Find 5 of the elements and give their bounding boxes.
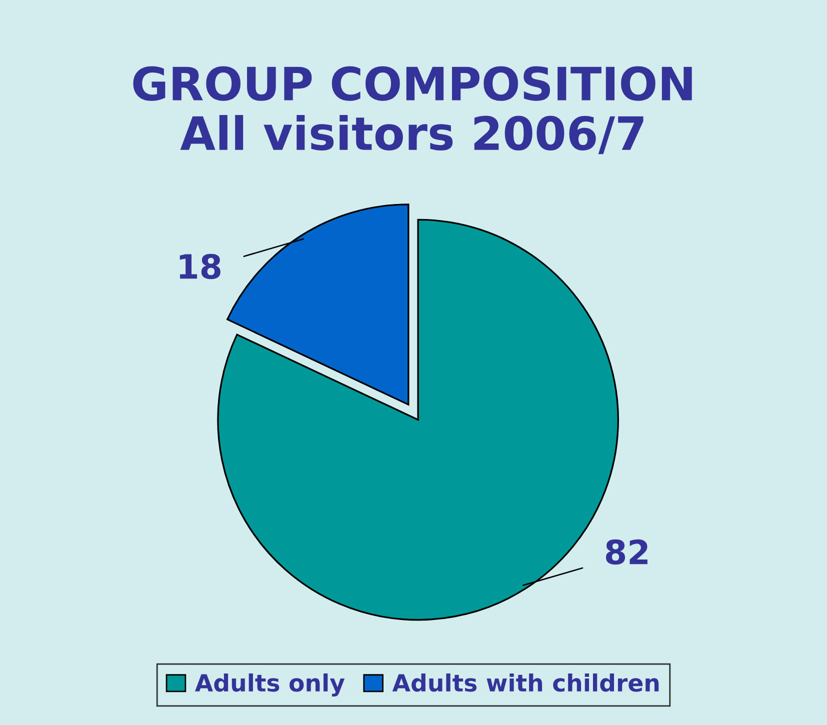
chart-title: GROUP COMPOSITION All visitors 2006/7 — [133, 66, 692, 154]
data-label: 18 — [180, 254, 220, 280]
data-label: 82 — [606, 539, 648, 565]
legend-label: Adults with children — [392, 673, 659, 692]
legend-label: Adults only — [194, 673, 345, 696]
